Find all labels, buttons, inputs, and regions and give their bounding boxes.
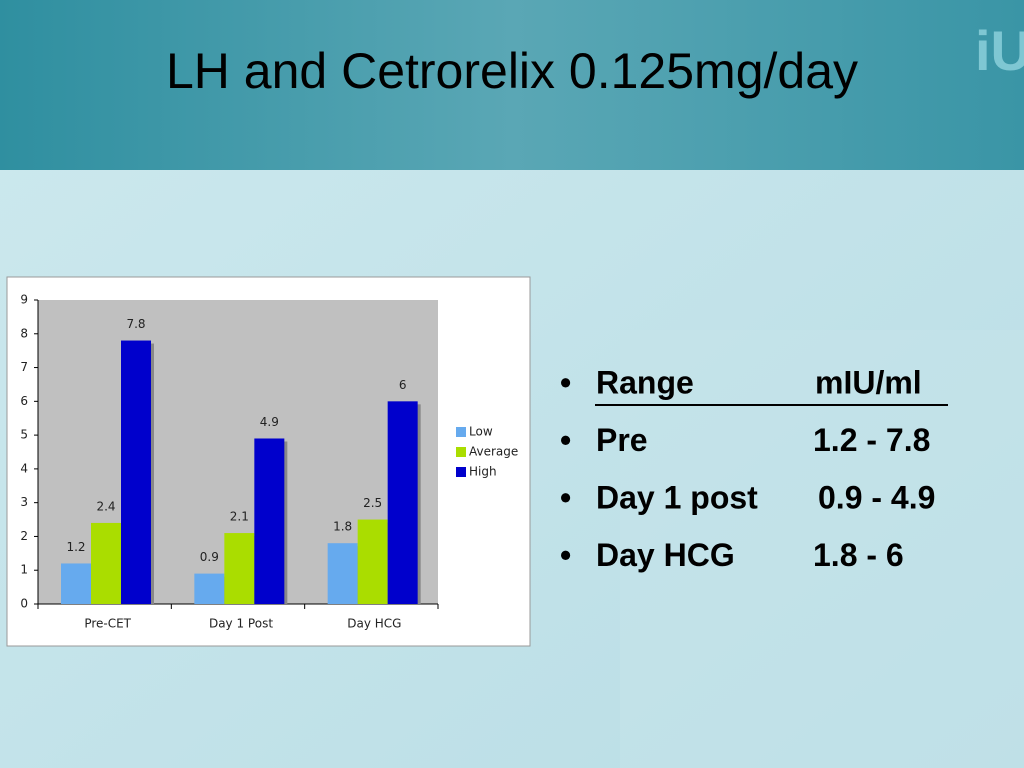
x-tick-label: Pre-CET xyxy=(84,617,131,631)
x-tick-label: Day 1 Post xyxy=(209,617,273,631)
header-band xyxy=(0,0,1024,170)
legend-swatch xyxy=(456,467,466,477)
bar xyxy=(387,401,418,604)
y-tick-label: 9 xyxy=(20,293,28,307)
y-tick-label: 6 xyxy=(20,394,28,408)
value-label: 4.9 xyxy=(260,415,279,429)
bullet-label: Day 1 post xyxy=(596,479,758,515)
bullet-value: 0.9 - 4.9 xyxy=(818,479,935,515)
bullet-label: Day HCG xyxy=(596,537,735,573)
y-tick-label: 7 xyxy=(20,360,28,374)
value-label: 1.2 xyxy=(66,540,85,554)
x-tick-label: Day HCG xyxy=(347,617,401,631)
bullet-value: 1.2 - 7.8 xyxy=(813,422,930,458)
bar xyxy=(61,563,91,604)
legend-label: High xyxy=(469,465,497,479)
slide-title: LH and Cetrorelix 0.125mg/day xyxy=(166,43,858,99)
bar xyxy=(194,573,225,604)
y-tick-label: 4 xyxy=(20,461,28,475)
y-tick-label: 3 xyxy=(20,495,28,509)
y-tick-label: 1 xyxy=(20,563,28,577)
bullet-label: Pre xyxy=(596,422,648,458)
bar xyxy=(254,438,285,604)
value-label: 2.1 xyxy=(230,510,249,524)
bar xyxy=(224,533,255,604)
y-tick-label: 8 xyxy=(20,326,28,340)
bullet-dot: • xyxy=(560,364,571,400)
bullet-dot: • xyxy=(560,479,571,515)
value-label: 2.5 xyxy=(363,496,382,510)
bullet-label: Range xyxy=(596,364,694,400)
legend-swatch xyxy=(456,427,466,437)
legend-label: Low xyxy=(469,425,493,439)
bar xyxy=(357,519,388,604)
y-tick-label: 2 xyxy=(20,529,28,543)
value-label: 2.4 xyxy=(96,499,115,513)
decor xyxy=(620,330,1024,768)
bar xyxy=(91,522,121,604)
y-tick-label: 5 xyxy=(20,428,28,442)
bullet-dot: • xyxy=(560,537,571,573)
bullet-value: 1.8 - 6 xyxy=(813,537,904,573)
bullet-value: mIU/ml xyxy=(815,364,922,400)
logo: iU xyxy=(975,19,1024,82)
value-label: 0.9 xyxy=(200,550,219,564)
bar xyxy=(327,543,358,604)
value-label: 6 xyxy=(399,378,407,392)
legend-swatch xyxy=(456,447,466,457)
y-tick-label: 0 xyxy=(20,597,28,611)
value-label: 1.8 xyxy=(333,520,352,534)
bullet-dot: • xyxy=(560,422,571,458)
bar xyxy=(121,340,151,604)
legend-label: Average xyxy=(469,445,518,459)
value-label: 7.8 xyxy=(126,317,145,331)
